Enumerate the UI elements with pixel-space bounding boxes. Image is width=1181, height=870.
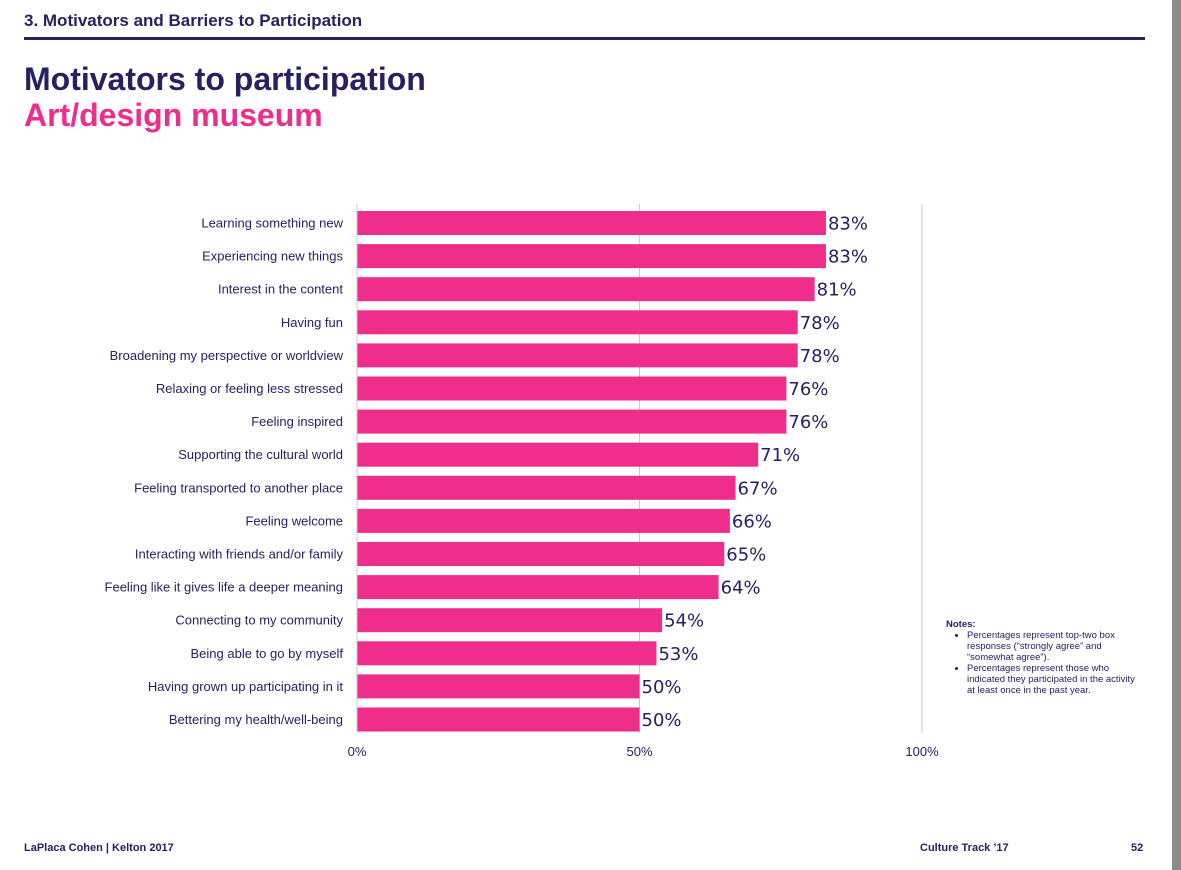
data-label: 76% — [788, 412, 828, 433]
data-label: 50% — [642, 677, 682, 698]
category-label: Having grown up participating in it — [148, 679, 343, 694]
bar — [357, 442, 759, 467]
category-label: Interacting with friends and/or family — [135, 547, 344, 562]
notes-list: Percentages represent top-two box respon… — [946, 630, 1136, 696]
category-label: Broadening my perspective or worldview — [110, 348, 344, 363]
category-label: Learning something new — [201, 216, 343, 231]
bar — [357, 310, 798, 335]
category-label: Bettering my health/well-being — [169, 712, 343, 727]
section-title: 3. Motivators and Barriers to Participat… — [24, 11, 363, 30]
data-label: 54% — [664, 611, 704, 632]
data-label: 81% — [817, 280, 857, 301]
bar — [357, 376, 787, 401]
category-label: Being able to go by myself — [191, 646, 344, 661]
bar — [357, 641, 657, 666]
bar — [357, 575, 719, 600]
data-label: 50% — [642, 710, 682, 731]
data-label: 71% — [760, 445, 800, 466]
category-label: Relaxing or feeling less stressed — [156, 381, 343, 396]
category-label: Interest in the content — [218, 282, 343, 297]
x-tick-label: 0% — [348, 744, 367, 759]
notes-title: Notes: — [946, 619, 976, 630]
notes-item: Percentages represent those who indicate… — [967, 663, 1136, 696]
chart-title: Motivators to participation — [24, 61, 426, 97]
notes: Notes: Percentages represent top-two box… — [946, 619, 1136, 696]
category-label: Having fun — [281, 315, 343, 330]
data-label: 65% — [726, 545, 766, 566]
bar — [357, 211, 826, 235]
data-label: 64% — [721, 578, 761, 599]
bar — [357, 542, 725, 566]
footer-publication: Culture Track ’17 — [920, 842, 1009, 854]
data-label: 53% — [658, 644, 698, 665]
x-tick-label: 100% — [905, 744, 939, 759]
bar — [357, 277, 815, 302]
bar — [357, 244, 826, 269]
page-edge — [1172, 0, 1181, 870]
notes-item: Percentages represent top-two box respon… — [967, 630, 1136, 663]
category-label: Feeling like it gives life a deeper mean… — [105, 580, 343, 595]
data-label: 83% — [828, 214, 868, 235]
data-label: 76% — [788, 379, 828, 400]
category-label: Experiencing new things — [202, 249, 343, 264]
page-number: 52 — [1131, 842, 1144, 854]
bar — [357, 343, 798, 368]
category-label: Feeling transported to another place — [134, 480, 343, 495]
bar — [357, 508, 730, 533]
bar — [357, 707, 640, 732]
header-divider — [24, 37, 1145, 40]
category-label: Feeling inspired — [251, 414, 343, 429]
bar — [357, 608, 663, 633]
bar — [357, 475, 736, 500]
category-label: Feeling welcome — [245, 513, 343, 528]
category-label: Connecting to my community — [175, 613, 343, 628]
data-label: 78% — [800, 313, 840, 334]
data-label: 67% — [738, 478, 778, 499]
bar — [357, 409, 787, 434]
x-tick-label: 50% — [626, 744, 652, 759]
data-label: 66% — [732, 511, 772, 532]
bar — [357, 674, 640, 699]
category-label: Supporting the cultural world — [178, 447, 343, 462]
chart-subtitle: Art/design museum — [24, 97, 323, 133]
data-label: 78% — [800, 346, 840, 367]
data-label: 83% — [828, 247, 868, 268]
footer-source: LaPlaca Cohen | Kelton 2017 — [24, 842, 174, 854]
